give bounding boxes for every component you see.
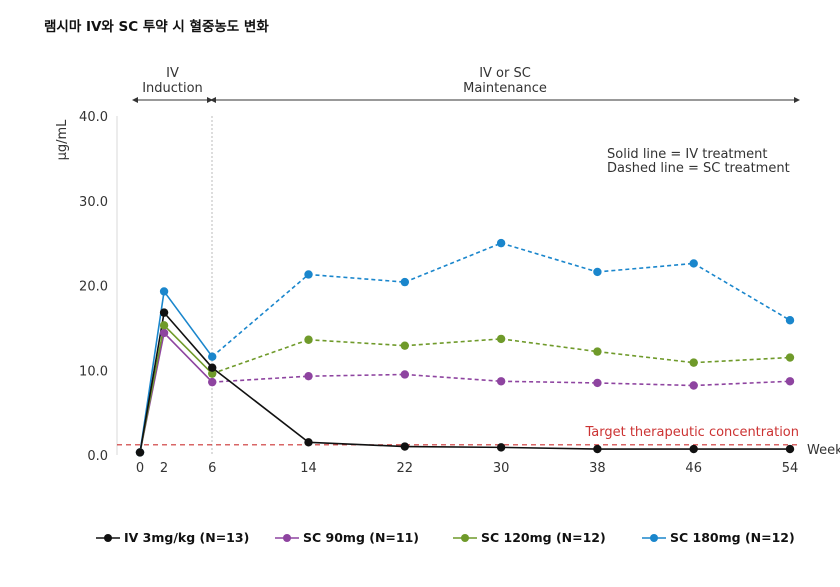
data-point [304,335,313,344]
series-line-segment [693,380,791,387]
data-point [593,347,602,356]
y-tick-label: 20.0 [79,280,108,295]
data-point [208,352,217,361]
data-point [785,316,795,325]
x-tick-label: 54 [782,461,799,476]
data-point [400,370,410,379]
data-point [496,334,506,344]
y-tick-label: 0.0 [87,449,108,464]
data-point [400,341,410,350]
series-line-segment [404,373,502,383]
x-tick-label: 38 [589,461,606,476]
x-axis-label: Weeks [807,443,840,458]
x-tick-label: 6 [208,461,216,476]
legend-label: SC 90mg (N=11) [303,530,420,545]
series-line-segment [404,445,502,449]
x-tick-label: 30 [493,461,510,476]
x-tick-label: 2 [160,461,168,476]
data-point [689,444,698,454]
data-point [689,358,698,367]
series-line-segment [163,332,213,383]
data-point [496,377,506,386]
data-point [785,377,795,386]
legend-swatch-icon [275,533,299,542]
series-line-segment [308,373,405,377]
treatment-note-solid: Solid line = IV treatment [607,147,768,162]
series-line-segment [404,242,502,283]
y-axis-label: μg/mL [55,119,70,161]
x-tick-label: 46 [685,461,702,476]
data-point [496,443,506,452]
treatment-note-dashed: Dashed line = SC treatment [607,161,790,176]
data-point [689,259,698,268]
legend-item: SC 120mg (N=12) [453,530,606,545]
data-point [593,444,602,454]
data-point [304,270,313,279]
series-line-segment [211,338,309,375]
data-point [496,238,506,248]
data-point [159,321,169,330]
data-point [304,438,313,447]
phase-label: Maintenance [463,81,547,96]
series-line-segment [404,338,502,347]
series-line-segment [163,290,213,358]
data-point [593,267,602,277]
data-point [208,369,217,378]
data-point [785,353,795,362]
x-tick-label: 22 [397,461,414,476]
data-point [135,448,145,457]
chart-legend: IV 3mg/kg (N=13) SC 90mg (N=11) SC 120mg (… [0,530,840,554]
series-line-segment [211,273,310,358]
series-line-segment [693,262,791,321]
data-point [159,308,169,317]
legend-label: SC 120mg (N=12) [481,530,606,545]
y-tick-label: 10.0 [79,364,108,379]
data-point [593,378,602,388]
series-line-segment [139,312,165,453]
data-point [689,381,698,390]
series-line-segment [501,446,598,450]
page-title: 램시마 IV와 SC 투약 시 혈중농도 변화 [44,19,269,35]
legend-item: SC 90mg (N=11) [275,530,419,545]
data-point [785,444,795,454]
data-point [208,363,217,372]
series-line-segment [211,367,310,443]
threshold-label: Target therapeutic concentration [584,425,799,440]
data-point [208,377,217,387]
legend-item: IV 3mg/kg (N=13) [96,530,249,545]
series-line-segment [597,382,694,387]
phase-label: IV [166,66,179,81]
data-point [304,371,313,381]
legend-swatch-icon [642,533,666,542]
y-tick-label: 30.0 [79,195,108,210]
legend-swatch-icon [453,533,477,542]
phase-label: Induction [142,81,203,96]
series-line-segment [308,441,405,448]
x-tick-label: 14 [300,461,317,476]
series-line-segment [163,312,213,369]
series-line-segment [501,380,598,384]
data-point [400,277,410,287]
data-point [400,442,410,451]
x-tick-label: 0 [136,461,144,476]
series-line-segment [501,338,598,353]
series-line-segment [308,273,405,283]
series-line-segment [308,338,405,347]
series-line-segment [500,242,598,273]
legend-item: SC 180mg (N=12) [642,530,795,545]
phase-label: IV or SC [479,66,531,81]
legend-swatch-icon [96,533,120,542]
series-line-segment [163,324,213,375]
y-tick-label: 40.0 [79,110,108,125]
legend-label: SC 180mg (N=12) [670,530,795,545]
series-line-segment [597,262,694,273]
data-point [159,328,169,338]
series-line-segment [693,356,791,364]
data-point [159,287,169,296]
series-line-segment [597,350,694,364]
legend-label: IV 3mg/kg (N=13) [124,530,250,545]
